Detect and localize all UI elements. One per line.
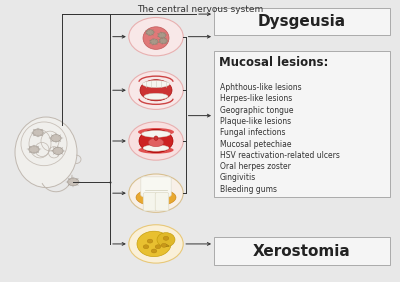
Text: Gingivitis: Gingivitis [220, 173, 256, 182]
Ellipse shape [142, 80, 170, 87]
Text: Bleeding gums: Bleeding gums [220, 185, 277, 194]
Text: Dysgeusia: Dysgeusia [258, 14, 346, 29]
FancyBboxPatch shape [155, 193, 169, 211]
Text: Fungal infections: Fungal infections [220, 128, 286, 137]
Circle shape [29, 146, 39, 153]
Text: The central nervous system: The central nervous system [137, 5, 263, 14]
Ellipse shape [140, 80, 172, 101]
Circle shape [161, 243, 167, 247]
Ellipse shape [139, 129, 173, 153]
Circle shape [143, 245, 149, 249]
Circle shape [129, 225, 183, 263]
Ellipse shape [144, 93, 168, 100]
Text: Herpes-like lesions: Herpes-like lesions [220, 94, 292, 103]
Ellipse shape [136, 189, 176, 206]
Ellipse shape [138, 146, 174, 154]
Text: Mucosal lesions:: Mucosal lesions: [219, 56, 328, 69]
Ellipse shape [143, 27, 169, 49]
Ellipse shape [15, 117, 77, 188]
Text: Plaque-like lesions: Plaque-like lesions [220, 117, 291, 126]
Circle shape [146, 30, 154, 35]
FancyBboxPatch shape [214, 237, 390, 265]
Circle shape [159, 38, 167, 44]
Circle shape [129, 122, 183, 160]
Circle shape [151, 249, 157, 253]
FancyBboxPatch shape [143, 193, 157, 211]
Circle shape [129, 17, 183, 56]
Ellipse shape [157, 233, 175, 247]
Circle shape [68, 178, 79, 186]
Text: Geographic tongue: Geographic tongue [220, 106, 294, 115]
Circle shape [33, 129, 43, 136]
Ellipse shape [138, 128, 174, 136]
Circle shape [53, 147, 63, 155]
Ellipse shape [148, 138, 164, 147]
Text: Aphthous-like lesions: Aphthous-like lesions [220, 83, 302, 92]
Ellipse shape [137, 231, 171, 257]
Circle shape [158, 32, 166, 38]
Circle shape [155, 245, 161, 249]
Text: HSV reactivation-related ulcers: HSV reactivation-related ulcers [220, 151, 340, 160]
Ellipse shape [154, 136, 158, 140]
Circle shape [163, 236, 169, 240]
FancyBboxPatch shape [214, 51, 390, 197]
Circle shape [51, 135, 61, 142]
Ellipse shape [142, 131, 170, 137]
Text: Oral herpes zoster: Oral herpes zoster [220, 162, 291, 171]
FancyBboxPatch shape [214, 8, 390, 35]
FancyBboxPatch shape [141, 177, 171, 197]
Text: Xerostomia: Xerostomia [253, 244, 351, 259]
Text: Mucosal petechiae: Mucosal petechiae [220, 140, 292, 149]
Circle shape [150, 39, 158, 45]
Circle shape [129, 174, 183, 212]
Circle shape [147, 239, 153, 243]
Ellipse shape [143, 145, 169, 151]
Circle shape [129, 71, 183, 109]
